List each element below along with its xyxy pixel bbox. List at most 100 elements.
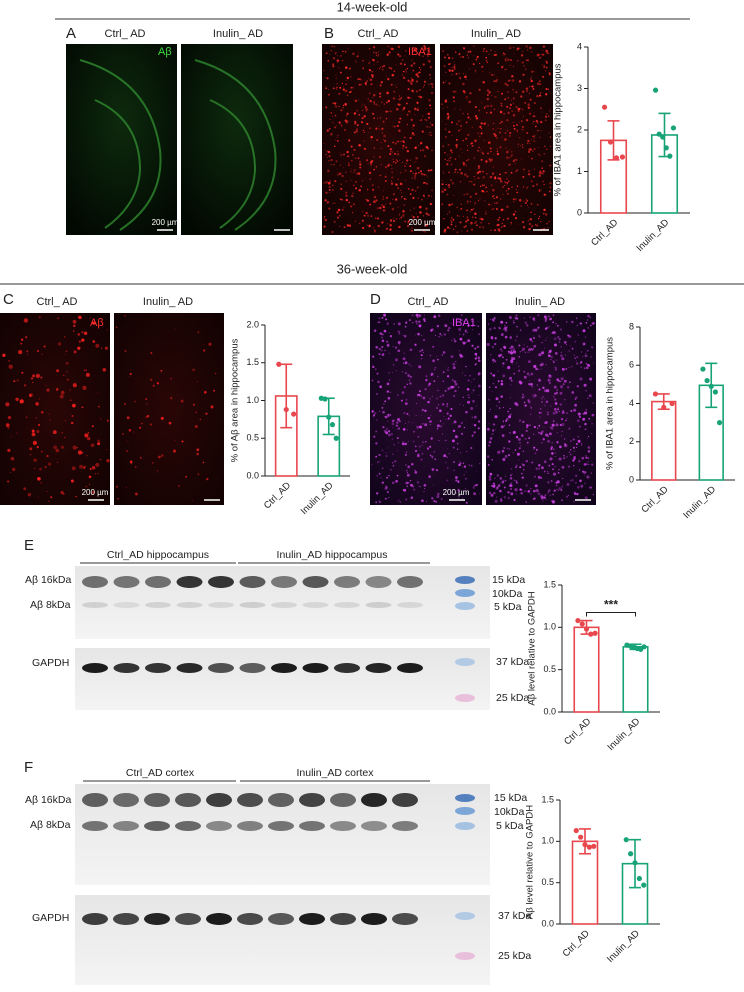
speckle bbox=[419, 205, 422, 209]
speckle bbox=[385, 431, 389, 435]
speckle bbox=[336, 211, 339, 214]
x-tick-label: Inulin_AD bbox=[605, 716, 642, 753]
speckle bbox=[413, 177, 417, 180]
speckle bbox=[496, 77, 498, 79]
speckle bbox=[335, 74, 337, 76]
speckle bbox=[412, 69, 415, 72]
speckle bbox=[556, 488, 558, 491]
speckle bbox=[435, 468, 439, 472]
speckle bbox=[582, 417, 586, 421]
speckle bbox=[97, 442, 101, 446]
speckle bbox=[405, 102, 408, 105]
speckle bbox=[522, 225, 526, 229]
speckle bbox=[480, 67, 482, 69]
speckle bbox=[446, 479, 449, 482]
speckle bbox=[584, 428, 586, 431]
speckle bbox=[546, 337, 548, 339]
speckle bbox=[578, 469, 581, 471]
speckle bbox=[416, 481, 420, 484]
speckle bbox=[208, 342, 212, 346]
speckle bbox=[507, 111, 510, 115]
speckle bbox=[8, 359, 11, 362]
speckle bbox=[336, 83, 338, 85]
speckle bbox=[533, 111, 535, 113]
speckle bbox=[422, 194, 425, 197]
speckle bbox=[508, 447, 511, 450]
speckle bbox=[82, 385, 87, 390]
speckle bbox=[324, 85, 326, 87]
speckle bbox=[376, 54, 378, 56]
speckle bbox=[357, 172, 361, 175]
speckle bbox=[323, 69, 325, 72]
speckle bbox=[468, 396, 470, 399]
speckle bbox=[398, 499, 400, 501]
speckle bbox=[192, 368, 196, 372]
speckle bbox=[384, 176, 386, 178]
speckle bbox=[547, 351, 550, 354]
speckle bbox=[582, 470, 585, 473]
speckle bbox=[507, 79, 511, 83]
speckle bbox=[499, 122, 501, 124]
blot-band bbox=[145, 663, 171, 673]
speckle bbox=[50, 496, 53, 499]
speckle bbox=[535, 367, 538, 371]
speckle bbox=[381, 336, 383, 339]
speckle bbox=[545, 400, 549, 404]
speckle bbox=[549, 432, 552, 436]
speckle bbox=[373, 229, 376, 231]
y-tick-label: 4 bbox=[629, 398, 634, 408]
speckle bbox=[568, 350, 570, 352]
speckle bbox=[420, 173, 423, 175]
speckle bbox=[486, 427, 490, 431]
speckle bbox=[29, 393, 33, 397]
speckle bbox=[396, 140, 399, 143]
speckle bbox=[81, 406, 84, 409]
speckle bbox=[480, 221, 482, 224]
speckle bbox=[530, 78, 532, 80]
speckle bbox=[326, 201, 330, 204]
speckle bbox=[493, 202, 496, 205]
speckle bbox=[585, 456, 588, 459]
speckle bbox=[591, 346, 594, 349]
speckle bbox=[422, 396, 426, 400]
speckle bbox=[60, 490, 64, 495]
speckle bbox=[393, 90, 396, 93]
speckle bbox=[519, 381, 523, 385]
speckle bbox=[510, 468, 513, 470]
speckle bbox=[529, 338, 531, 340]
speckle bbox=[543, 426, 545, 428]
speckle bbox=[429, 62, 431, 64]
speckle bbox=[382, 120, 385, 123]
blot-band bbox=[206, 913, 232, 925]
speckle bbox=[450, 219, 452, 222]
speckle bbox=[454, 168, 457, 171]
speckle bbox=[325, 52, 328, 54]
speckle bbox=[488, 141, 491, 144]
speckle bbox=[477, 132, 479, 134]
speckle bbox=[574, 403, 578, 407]
speckle bbox=[379, 84, 382, 87]
data-point bbox=[578, 834, 584, 840]
speckle bbox=[518, 199, 522, 202]
speckle bbox=[439, 420, 442, 422]
speckle bbox=[451, 57, 454, 60]
speckle bbox=[384, 349, 386, 352]
speckle bbox=[406, 123, 409, 126]
speckle bbox=[554, 455, 556, 458]
speckle bbox=[530, 407, 533, 409]
speckle bbox=[431, 123, 434, 127]
blot-band bbox=[82, 602, 108, 608]
speckle bbox=[78, 315, 82, 320]
speckle bbox=[474, 222, 476, 225]
speckle bbox=[417, 186, 419, 189]
speckle bbox=[372, 59, 375, 62]
speckle bbox=[504, 132, 507, 134]
micrograph bbox=[0, 313, 110, 505]
speckle bbox=[499, 173, 501, 176]
speckle bbox=[573, 456, 576, 459]
blot-band bbox=[299, 913, 325, 925]
speckle bbox=[397, 322, 401, 326]
speckle bbox=[206, 477, 209, 481]
speckle bbox=[526, 59, 530, 62]
speckle bbox=[348, 139, 351, 142]
